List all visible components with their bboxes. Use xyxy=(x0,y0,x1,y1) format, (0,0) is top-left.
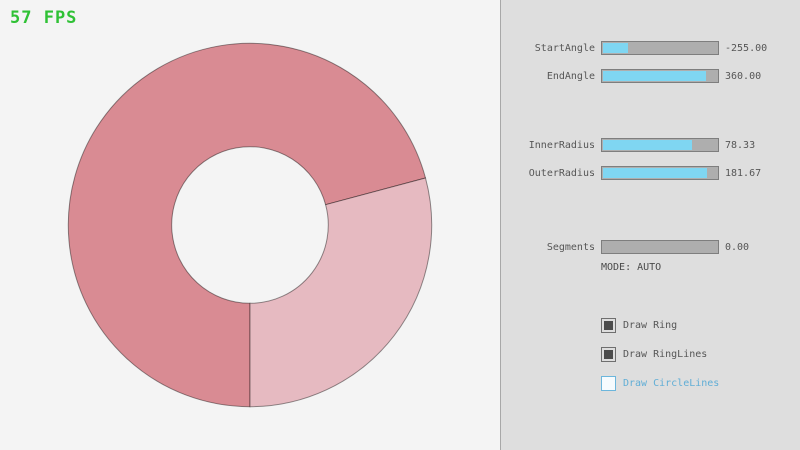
innerradius-slider-fill xyxy=(603,140,693,150)
draw-ring-checkbox[interactable] xyxy=(601,317,616,333)
draw-ringlines-label: Draw RingLines xyxy=(623,348,708,360)
segments-label: Segments xyxy=(546,241,595,253)
outerradius-row: OuterRadius 181.67 xyxy=(501,166,800,180)
endangle-label: EndAngle xyxy=(546,70,595,82)
startangle-slider[interactable] xyxy=(601,41,719,55)
outerradius-slider-fill xyxy=(603,168,707,178)
checkbox-check-mark xyxy=(604,349,613,359)
draw-ringlines-checkbox-row: Draw RingLines xyxy=(601,346,707,362)
outerradius-value: 181.67 xyxy=(725,167,762,179)
startangle-slider-fill xyxy=(603,43,628,53)
draw-circlelines-label: Draw CircleLines xyxy=(623,377,720,389)
outerradius-slider[interactable] xyxy=(601,166,719,180)
ring-sector-light xyxy=(249,177,433,408)
segments-slider[interactable] xyxy=(601,240,719,254)
innerradius-row: InnerRadius 78.33 xyxy=(501,138,800,152)
checkbox-check-mark xyxy=(604,320,613,330)
draw-ring-label: Draw Ring xyxy=(623,319,678,331)
outerradius-label: OuterRadius xyxy=(528,167,595,179)
segments-value: 0.00 xyxy=(725,241,750,253)
draw-ringlines-checkbox[interactable] xyxy=(601,346,616,362)
endangle-row: EndAngle 360.00 xyxy=(501,69,800,83)
endangle-value: 360.00 xyxy=(725,70,762,82)
ring-sector-dark xyxy=(67,42,427,408)
mode-status-text: MODE: AUTO xyxy=(601,262,662,273)
draw-ring-checkbox-row: Draw Ring xyxy=(601,317,677,333)
endangle-slider-fill xyxy=(603,71,706,81)
innerradius-slider[interactable] xyxy=(601,138,719,152)
innerradius-value: 78.33 xyxy=(725,139,756,151)
startangle-value: -255.00 xyxy=(725,42,768,54)
segments-row: Segments 0.00 xyxy=(501,240,800,254)
draw-circlelines-checkbox-row: Draw CircleLines xyxy=(601,375,719,391)
draw-circlelines-checkbox[interactable] xyxy=(601,375,616,391)
control-panel: StartAngle -255.00 EndAngle 360.00 Inner… xyxy=(500,0,800,450)
fps-counter: 57 FPS xyxy=(10,8,78,28)
innerradius-label: InnerRadius xyxy=(528,139,595,151)
startangle-row: StartAngle -255.00 xyxy=(501,41,800,55)
ring-canvas xyxy=(67,42,433,408)
startangle-label: StartAngle xyxy=(534,42,595,54)
endangle-slider[interactable] xyxy=(601,69,719,83)
